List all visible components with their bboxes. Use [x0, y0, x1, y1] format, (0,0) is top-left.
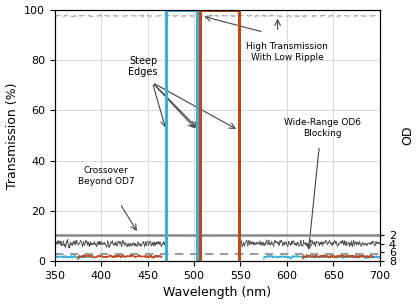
Text: High Transmission
With Low Ripple: High Transmission With Low Ripple — [246, 42, 328, 62]
X-axis label: Wavelength (nm): Wavelength (nm) — [163, 286, 271, 300]
Text: Steep
Edges: Steep Edges — [128, 56, 158, 77]
Text: Wide-Range OD6
Blocking: Wide-Range OD6 Blocking — [284, 118, 361, 138]
Y-axis label: OD: OD — [402, 126, 415, 145]
Text: Crossover
Beyond OD7: Crossover Beyond OD7 — [78, 166, 134, 186]
Y-axis label: Transmission (%): Transmission (%) — [5, 82, 18, 188]
